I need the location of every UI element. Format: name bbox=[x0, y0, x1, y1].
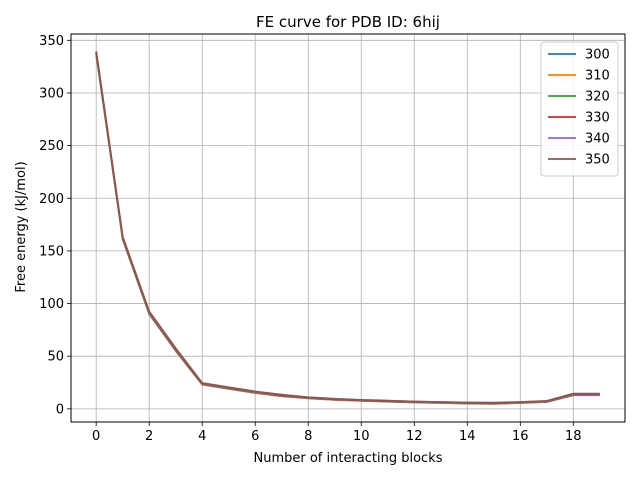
x-axis-title: Number of interacting blocks bbox=[253, 451, 442, 466]
x-tick-label: 10 bbox=[353, 429, 370, 444]
y-tick-label: 250 bbox=[39, 139, 64, 154]
x-tick-label: 2 bbox=[145, 429, 153, 444]
series-lines bbox=[95, 51, 600, 405]
legend: 300 310 320 330 340 350 bbox=[540, 41, 619, 177]
y-axis-ticks: 0 50 100 150 200 250 300 350 bbox=[39, 34, 71, 417]
y-tick-label: 350 bbox=[39, 34, 64, 49]
plot-area-frame bbox=[70, 33, 626, 423]
legend-label-310: 310 bbox=[585, 69, 610, 84]
y-tick-label: 200 bbox=[39, 192, 64, 207]
legend-label-320: 320 bbox=[585, 90, 610, 105]
series-line-350 bbox=[95, 51, 600, 404]
x-tick-label: 6 bbox=[251, 429, 259, 444]
series-line-320 bbox=[95, 52, 600, 405]
series-line-300 bbox=[95, 53, 600, 405]
x-tick-label: 4 bbox=[198, 429, 206, 444]
x-tick-label: 14 bbox=[459, 429, 476, 444]
y-tick-label: 100 bbox=[39, 297, 64, 312]
chart-title: FE curve for PDB ID: 6hij bbox=[256, 13, 440, 31]
series-line-340 bbox=[95, 51, 600, 404]
y-tick-label: 0 bbox=[56, 402, 64, 417]
grid-lines bbox=[71, 34, 625, 422]
series-line-330 bbox=[95, 52, 600, 405]
x-tick-label: 18 bbox=[565, 429, 582, 444]
legend-label-330: 330 bbox=[585, 111, 610, 126]
y-tick-label: 300 bbox=[39, 86, 64, 101]
y-tick-label: 150 bbox=[39, 244, 64, 259]
legend-label-300: 300 bbox=[585, 48, 610, 63]
legend-label-350: 350 bbox=[585, 153, 610, 168]
x-axis-ticks: 0 2 4 6 8 10 12 14 16 18 bbox=[92, 422, 582, 444]
x-tick-label: 8 bbox=[304, 429, 312, 444]
series-line-310 bbox=[95, 53, 600, 405]
y-axis-title: Free energy (kJ/mol) bbox=[14, 161, 29, 292]
x-tick-label: 16 bbox=[512, 429, 529, 444]
y-tick-label: 50 bbox=[47, 350, 64, 365]
legend-label-340: 340 bbox=[585, 132, 610, 147]
x-tick-label: 0 bbox=[92, 429, 100, 444]
x-tick-label: 12 bbox=[406, 429, 423, 444]
